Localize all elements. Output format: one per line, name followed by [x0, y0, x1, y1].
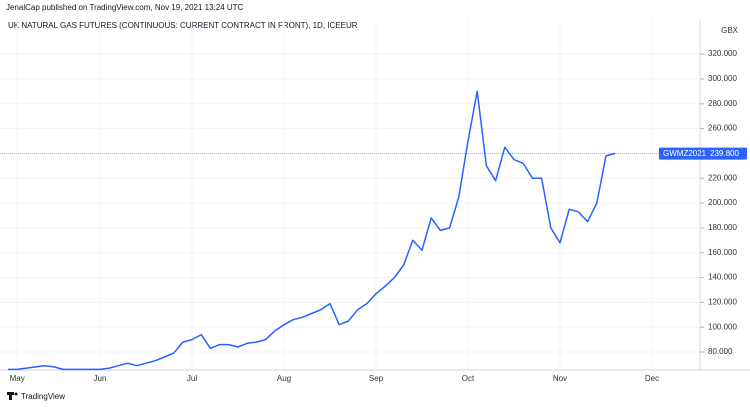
currency: GBX — [721, 26, 739, 35]
x-tick-label: Dec — [645, 374, 659, 383]
x-tick-label: Sep — [369, 374, 384, 383]
x-tick-label: May — [10, 374, 25, 383]
y-tick-label: 220.000 — [708, 173, 737, 182]
y-tick-label: 100.000 — [708, 322, 737, 331]
badge-value: 239.800 — [710, 149, 739, 158]
x-tick-label: Aug — [277, 374, 291, 383]
badge-name: GWMZ2021 — [663, 149, 707, 158]
y-tick-label: 300.000 — [708, 74, 737, 83]
logo — [7, 392, 18, 400]
header: JenalCap published on TradingView.com, N… — [6, 3, 244, 12]
footer: TradingView — [21, 392, 65, 401]
y-tick-label: 200.000 — [708, 198, 737, 207]
y-tick-label: 320.000 — [708, 49, 737, 58]
y-tick-label: 260.000 — [708, 124, 737, 133]
x-tick-label: Jun — [94, 374, 107, 383]
price-line-series — [8, 90, 616, 371]
price-badge — [659, 147, 747, 160]
y-tick-label: 80.000 — [708, 347, 733, 356]
y-tick-label: 120.000 — [708, 297, 737, 306]
x-tick-label: Oct — [462, 374, 475, 383]
y-tick-label: 140.000 — [708, 273, 737, 282]
y-tick-label: 280.000 — [708, 99, 737, 108]
x-tick-label: Nov — [553, 374, 567, 383]
chart-title: UK NATURAL GAS FUTURES (CONTINUOUS: CURR… — [8, 21, 358, 30]
y-tick-label: 160.000 — [708, 248, 737, 257]
y-tick-label: 180.000 — [708, 223, 737, 232]
x-tick-label: Jul — [187, 374, 197, 383]
